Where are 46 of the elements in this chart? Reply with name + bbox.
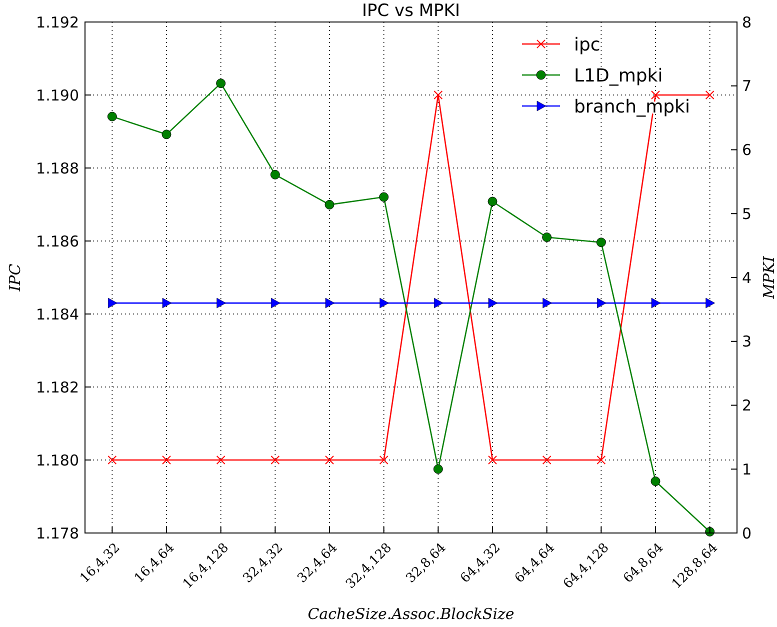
- point: [107, 112, 117, 122]
- y2-tick-label: 5: [742, 204, 752, 223]
- y-tick-label: 1.188: [36, 159, 79, 178]
- point: [270, 170, 280, 180]
- y-tick-label: 1.184: [36, 305, 79, 324]
- y2-tick-label: 2: [742, 396, 752, 414]
- point: [706, 298, 715, 308]
- y2-tick-label: 4: [742, 268, 752, 287]
- chart-title: IPC vs MPKI: [362, 1, 460, 21]
- point: [596, 238, 606, 248]
- point: [216, 78, 226, 88]
- point: [162, 298, 172, 308]
- point: [216, 298, 226, 308]
- y2-tick-label: 0: [742, 524, 752, 542]
- y2-tick-label: 8: [742, 13, 752, 32]
- point: [325, 298, 335, 308]
- point: [379, 192, 389, 202]
- y-tick-label: 1.190: [36, 86, 79, 104]
- y-tick-label: 1.192: [36, 13, 79, 32]
- y2-axis-title: MPKI: [760, 255, 777, 300]
- point: [108, 298, 118, 308]
- y-tick-label: 1.182: [36, 378, 79, 396]
- y2-tick-label: 6: [742, 141, 752, 159]
- point: [433, 464, 443, 474]
- y2-tick-label: 1: [742, 460, 752, 478]
- y2-tick-label: 7: [742, 77, 752, 96]
- x-axis-title: CacheSize.Assoc.BlockSize: [308, 605, 514, 623]
- y2-tick-label: 3: [742, 332, 752, 351]
- y-axis-title: IPC: [6, 263, 24, 292]
- point: [434, 298, 444, 308]
- point: [651, 298, 661, 308]
- y-tick-label: 1.180: [36, 451, 79, 470]
- legend-label: ipc: [574, 34, 600, 56]
- point: [324, 200, 334, 210]
- point: [597, 298, 606, 308]
- y-tick-label: 1.186: [36, 232, 79, 250]
- point: [542, 232, 552, 242]
- point: [271, 298, 280, 308]
- point: [650, 476, 660, 486]
- y-tick-label: 1.178: [36, 524, 79, 542]
- point: [488, 298, 498, 308]
- point: [488, 196, 498, 206]
- point: [542, 298, 552, 308]
- legend-label: L1D_mpki: [574, 65, 663, 86]
- point: [380, 298, 389, 308]
- point: [162, 130, 172, 140]
